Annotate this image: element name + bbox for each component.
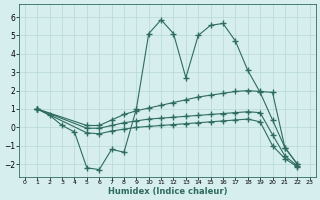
X-axis label: Humidex (Indice chaleur): Humidex (Indice chaleur) xyxy=(108,187,227,196)
